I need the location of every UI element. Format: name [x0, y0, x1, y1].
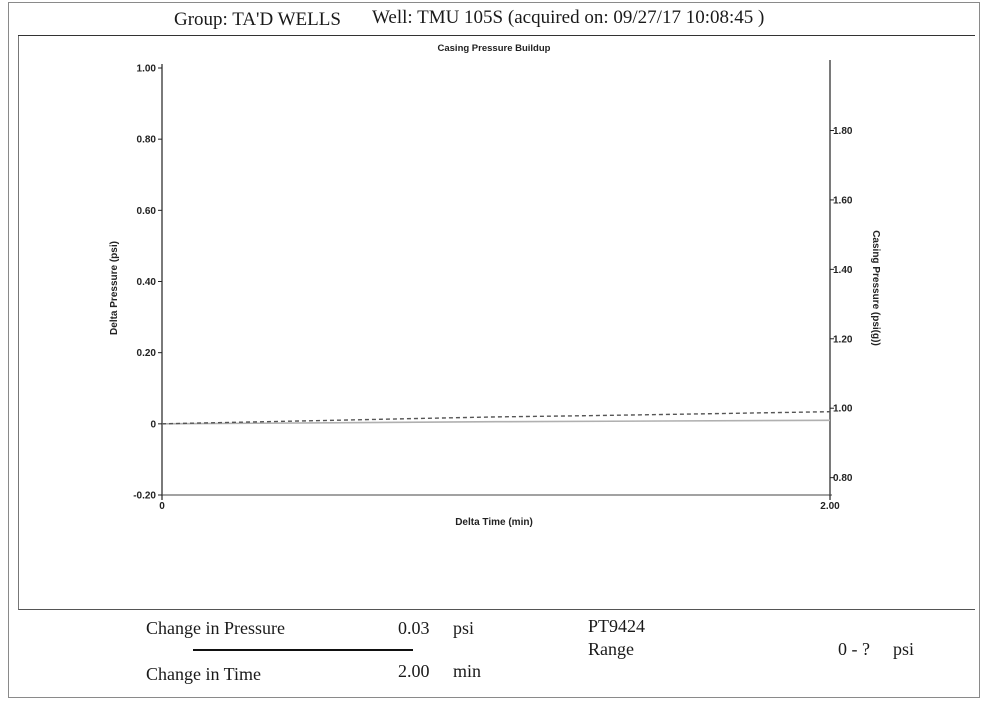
y2-tick-label: 0.80 — [833, 473, 853, 484]
chart-axes — [161, 60, 832, 500]
change-pressure-unit: psi — [453, 618, 475, 638]
change-pressure-value: 0.03 — [398, 618, 430, 638]
chart-panel — [18, 36, 975, 610]
x-tick-label: 0 — [159, 501, 165, 512]
y2-tick-label: 1.60 — [833, 195, 853, 206]
y-tick-label: 0.60 — [137, 206, 157, 217]
change-time-label: Change in Time — [146, 664, 262, 684]
range-label: Range — [588, 639, 634, 659]
pressure-underline — [193, 649, 413, 651]
report-header: Group: TA'D WELLS Well: TMU 105S (acquir… — [0, 0, 990, 36]
y-tick-label: -0.20 — [133, 491, 156, 502]
y2-tick-label: 1.40 — [833, 265, 853, 276]
casing-pressure-line — [161, 411, 831, 425]
range-unit: psi — [893, 639, 915, 659]
chart-series — [161, 411, 831, 425]
y2-tick-label: 1.20 — [833, 334, 853, 345]
x-axis-label: Delta Time (min) — [455, 517, 533, 528]
sensor-id: PT9424 — [588, 616, 646, 636]
y-tick-label: 0.80 — [137, 135, 157, 146]
range-value: 0 - ? — [838, 639, 870, 659]
summary-footer: Change in Pressure 0.03 psi Change in Ti… — [0, 610, 990, 703]
chart-title: Casing Pressure Buildup — [438, 43, 551, 54]
change-time-value: 2.00 — [398, 661, 430, 681]
y-axis-label: Delta Pressure (psi) — [109, 241, 120, 335]
change-time-unit: min — [453, 661, 482, 681]
pressure-buildup-chart: Casing Pressure Buildup -0.2000.200.400.… — [109, 43, 881, 528]
y-tick-label: 0.20 — [137, 348, 157, 359]
delta-pressure-line — [161, 419, 831, 425]
chart-ticks: -0.2000.200.400.600.801.000.801.001.201.… — [133, 64, 853, 513]
change-pressure-label: Change in Pressure — [146, 618, 285, 638]
y2-axis-label: Casing Pressure (psi(g)) — [870, 230, 881, 346]
report-frame — [8, 2, 980, 698]
y2-tick-label: 1.80 — [833, 126, 853, 137]
header-divider — [18, 35, 975, 36]
y2-tick-label: 1.00 — [833, 404, 853, 415]
y-tick-label: 0 — [150, 419, 156, 430]
group-label: Group: TA'D WELLS — [174, 9, 341, 30]
well-label: Well: TMU 105S (acquired on: 09/27/17 10… — [372, 7, 765, 28]
y-tick-label: 0.40 — [137, 277, 157, 288]
y-tick-label: 1.00 — [137, 64, 157, 75]
x-tick-label: 2.00 — [820, 501, 840, 512]
